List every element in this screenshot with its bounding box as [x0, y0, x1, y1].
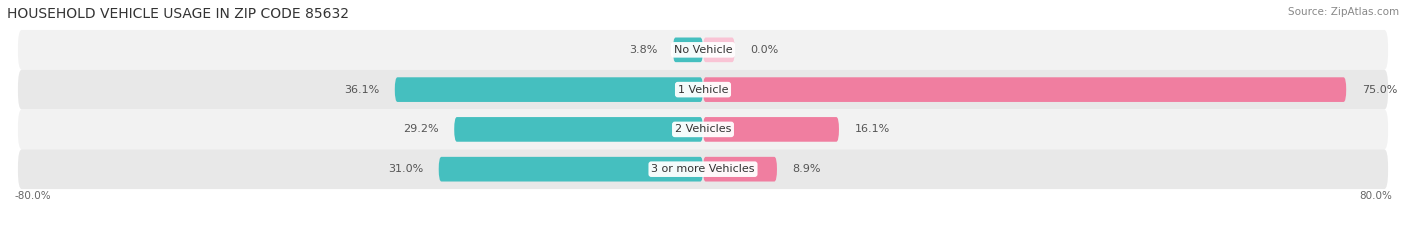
- FancyBboxPatch shape: [703, 157, 778, 182]
- FancyBboxPatch shape: [703, 117, 839, 142]
- FancyBboxPatch shape: [18, 30, 1388, 70]
- Text: 3.8%: 3.8%: [628, 45, 658, 55]
- Text: 36.1%: 36.1%: [344, 85, 380, 95]
- FancyBboxPatch shape: [703, 38, 735, 62]
- Text: HOUSEHOLD VEHICLE USAGE IN ZIP CODE 85632: HOUSEHOLD VEHICLE USAGE IN ZIP CODE 8563…: [7, 7, 349, 21]
- FancyBboxPatch shape: [18, 149, 1388, 189]
- Text: 3 or more Vehicles: 3 or more Vehicles: [651, 164, 755, 174]
- FancyBboxPatch shape: [18, 70, 1388, 110]
- Text: 75.0%: 75.0%: [1362, 85, 1398, 95]
- FancyBboxPatch shape: [395, 77, 703, 102]
- FancyBboxPatch shape: [439, 157, 703, 182]
- FancyBboxPatch shape: [454, 117, 703, 142]
- Text: 1 Vehicle: 1 Vehicle: [678, 85, 728, 95]
- FancyBboxPatch shape: [18, 110, 1388, 149]
- Text: -80.0%: -80.0%: [14, 191, 51, 201]
- Text: 0.0%: 0.0%: [751, 45, 779, 55]
- Text: 2 Vehicles: 2 Vehicles: [675, 124, 731, 134]
- Text: 31.0%: 31.0%: [388, 164, 423, 174]
- Text: Source: ZipAtlas.com: Source: ZipAtlas.com: [1288, 7, 1399, 17]
- Text: 16.1%: 16.1%: [855, 124, 890, 134]
- Text: 80.0%: 80.0%: [1360, 191, 1392, 201]
- FancyBboxPatch shape: [673, 38, 703, 62]
- Text: 29.2%: 29.2%: [404, 124, 439, 134]
- Text: No Vehicle: No Vehicle: [673, 45, 733, 55]
- Text: 8.9%: 8.9%: [793, 164, 821, 174]
- FancyBboxPatch shape: [703, 77, 1346, 102]
